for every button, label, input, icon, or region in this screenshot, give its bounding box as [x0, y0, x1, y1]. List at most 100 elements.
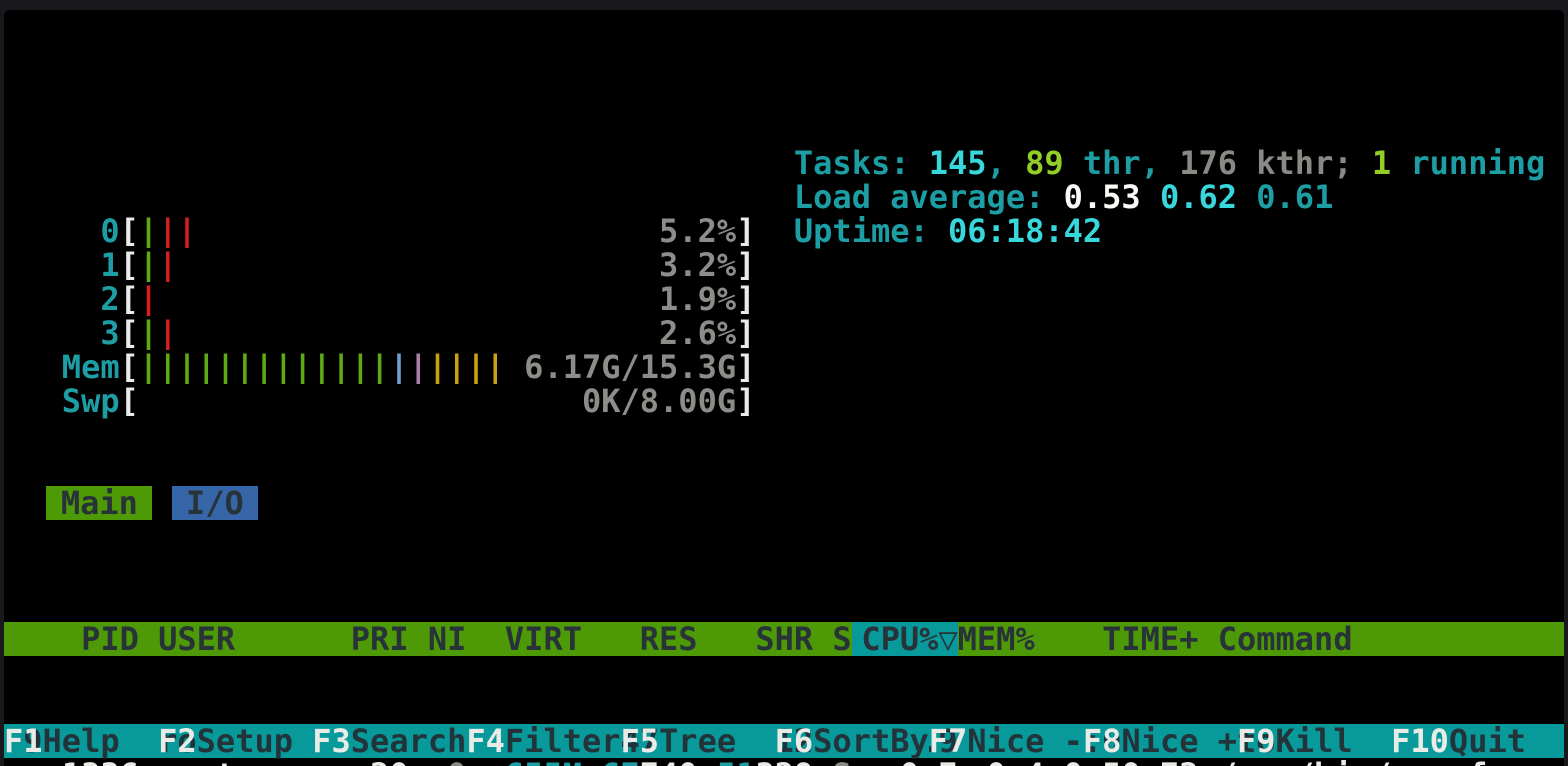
meter-close-bracket: ]	[736, 314, 756, 352]
fn-action-label: Setup	[196, 724, 313, 758]
meter-open-bracket: [	[119, 314, 139, 352]
fn-search[interactable]: F3 Search	[312, 722, 467, 760]
fn-key-label: F6	[774, 722, 814, 760]
meter-3: 3[|| 2.6%]	[4, 316, 1564, 350]
text-segment: 0	[447, 756, 466, 766]
meter-close-bracket: ]	[736, 348, 756, 386]
fn-setup[interactable]: F2 Setup	[158, 722, 313, 760]
meter-bar-ticks: ||	[139, 248, 178, 282]
bar-segment-g: |	[138, 316, 159, 350]
meter-bar-ticks: |||	[139, 214, 197, 248]
column-header-label: PID	[81, 620, 139, 658]
cell-pid: 1336	[4, 758, 139, 766]
fn-action-label: Help	[42, 724, 159, 758]
meter-label: 3	[100, 314, 120, 352]
text-segment: Uptime:	[793, 212, 949, 250]
text-segment: running	[1391, 144, 1546, 182]
text-segment: thr,	[1063, 144, 1180, 182]
meter-label: 2	[100, 280, 120, 318]
column-header-pri[interactable]: PRI	[332, 622, 409, 656]
text-segment: 0.4	[987, 756, 1045, 766]
text-segment: 0:50.72	[1064, 756, 1199, 766]
meter-label: Swp	[61, 382, 120, 420]
column-header-user[interactable]: USER	[158, 622, 331, 656]
column-header-cpu[interactable]: CPU%▽	[851, 622, 958, 656]
column-header-pid[interactable]: PID	[4, 622, 139, 656]
meter-bar: | 1.9%	[139, 282, 736, 316]
htop-terminal: 0[||| 5.2%] 1[|| 3.2%] 2[| 1.9%] 3[|| 2.6%] Mem[…	[4, 10, 1564, 766]
fn-action-label: Tree	[659, 724, 775, 758]
fn-kill[interactable]: F9 Kill	[1237, 722, 1392, 760]
meter-0: 0[||| 5.2%]	[4, 214, 1564, 248]
text-segment: root	[158, 756, 235, 766]
cell-shr: 51328	[698, 758, 813, 766]
fn-help[interactable]: F1 Help	[4, 722, 159, 760]
tab-io[interactable]: I/O	[171, 486, 259, 520]
fn-key-label: F3	[312, 722, 351, 760]
text-segment: 20	[370, 756, 409, 766]
text-segment: S	[832, 756, 851, 766]
column-header-s[interactable]: S	[832, 622, 851, 656]
meter-value: 3.2%	[659, 248, 737, 282]
fn-action-label: SortBy	[813, 722, 929, 760]
meter-mem: Mem[||||||||||||||||||| 6.17G/15.3G]	[4, 350, 1564, 384]
meter-close-bracket: ]	[736, 246, 756, 284]
column-header-ni[interactable]: NI	[409, 622, 467, 656]
load-average-line: Load average: 0.53 0.62 0.61	[794, 180, 1545, 214]
meter-close-bracket: ]	[736, 212, 756, 250]
fn-tree[interactable]: F5 Tree	[621, 724, 775, 758]
column-header-shr[interactable]: SHR	[698, 620, 814, 658]
text-segment: Tasks:	[793, 144, 929, 182]
cell-mem: 0.4	[958, 758, 1045, 766]
header-area: 0[||| 5.2%] 1[|| 3.2%] 2[| 1.9%] 3[|| 2.6%] Mem[…	[4, 144, 1564, 418]
function-key-bar: F1 Help F2 Setup F3 Search F4 Filter F5 Tree F6 Sor…	[4, 724, 1564, 758]
column-header-label: RES	[639, 620, 698, 658]
fn-key-label: F2	[158, 722, 197, 760]
fn-filter[interactable]: F4 Filter	[466, 722, 621, 760]
bar-segment-g: |	[138, 214, 159, 248]
fn-key-label: F4	[466, 722, 505, 760]
fn-action-label: Nice -	[967, 722, 1083, 760]
column-header-label: USER	[158, 620, 236, 658]
fn-quit[interactable]: F10 Quit	[1391, 724, 1564, 758]
meter-value: 2.6%	[659, 316, 737, 350]
meter-open-bracket: [	[119, 246, 139, 284]
meter-bar: 0K/8.00G	[139, 384, 736, 418]
fn-action-label: Quit	[1448, 724, 1564, 758]
text-segment: 0.7	[900, 756, 958, 766]
bar-segment-r: |	[158, 316, 178, 350]
meter-close-bracket: ]	[736, 280, 756, 318]
cell-time: 0:50.72	[1044, 756, 1199, 766]
fn-key-label: F5	[620, 722, 660, 760]
fn-nice[interactable]: F7 Nice -	[929, 724, 1083, 758]
meter-label: 1	[100, 246, 120, 284]
fn-key-label: F1	[4, 722, 43, 760]
column-header-label: NI	[427, 620, 467, 658]
column-header-label: VIRT	[504, 620, 582, 658]
meter-value: 5.2%	[659, 214, 737, 248]
fn-action-label: Search	[350, 722, 467, 760]
fn-nice[interactable]: F8 Nice +	[1083, 724, 1237, 758]
bar-segment-r: ||	[158, 214, 197, 248]
cell-res: 67740	[582, 758, 697, 766]
fn-sortby[interactable]: F6 SortBy	[775, 724, 929, 758]
column-header-res[interactable]: RES	[582, 622, 698, 656]
fn-key-label: F7	[928, 722, 968, 760]
bar-segment-g: |||||||||||||	[138, 350, 390, 384]
tab-main[interactable]: Main	[46, 486, 153, 520]
column-header-cmd[interactable]: Command	[1218, 622, 1564, 656]
column-header-mem[interactable]: MEM%	[958, 622, 1045, 656]
table-row[interactable]: 1336root200655M6774051328S0.70.40:50.72/…	[4, 758, 1564, 766]
meter-bar: ||| 5.2%	[139, 214, 736, 248]
text-segment: 145	[928, 144, 987, 182]
column-header-label: SHR	[755, 620, 814, 658]
text-segment: 0.53	[1063, 178, 1160, 216]
column-header-virt[interactable]: VIRT	[466, 622, 582, 656]
cell-user: root	[158, 758, 331, 766]
column-header-label: S	[832, 620, 852, 658]
meter-bar-ticks: |	[139, 282, 158, 316]
text-segment: 176 kthr	[1179, 144, 1334, 182]
cell-virt: 655M	[466, 758, 582, 766]
fn-key-label: F9	[1237, 722, 1276, 760]
column-header-time[interactable]: TIME+	[1044, 622, 1198, 656]
